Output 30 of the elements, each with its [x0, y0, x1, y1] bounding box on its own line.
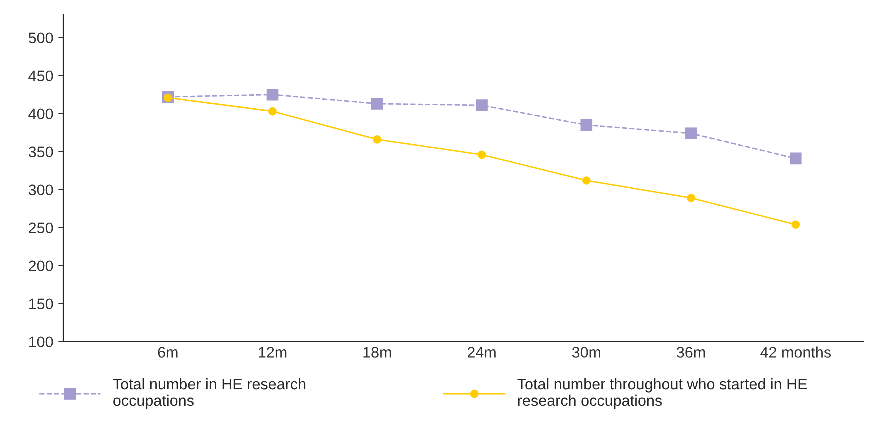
point	[685, 128, 698, 140]
x-tick-label: 42 months	[760, 346, 832, 358]
x-tick-label: 30m	[572, 347, 600, 358]
point	[582, 176, 591, 185]
x-tick-label: 36m	[677, 347, 706, 358]
point	[687, 194, 696, 202]
point	[792, 220, 800, 229]
point	[266, 88, 279, 101]
x-tick-label: 24m	[468, 347, 496, 358]
point	[580, 119, 593, 132]
y-tick-label: 350	[28, 146, 54, 158]
y-tick-label: 100	[29, 336, 54, 348]
x-tick-label: 6m	[158, 347, 178, 358]
y-tick-label: 300	[28, 184, 54, 196]
legend-label: Total number in HE research occupations	[113, 378, 306, 410]
y-tick-label: 250	[29, 222, 54, 234]
point	[478, 150, 486, 160]
point	[373, 136, 382, 144]
x-tick-label: 12m	[259, 347, 287, 358]
y-tick-label: 450	[28, 70, 54, 82]
y-tick-label: 400	[28, 108, 54, 120]
point	[268, 107, 277, 116]
x-tick-label: 18m	[364, 347, 392, 358]
y-tick-label: 500	[28, 32, 54, 44]
y-tick-label: 150	[29, 298, 54, 310]
point	[371, 98, 384, 110]
y-tick-label: 200	[29, 260, 54, 272]
point	[476, 100, 488, 112]
point	[790, 152, 802, 165]
legend-label: Total number throughout who started in HE research occupations	[518, 378, 808, 410]
